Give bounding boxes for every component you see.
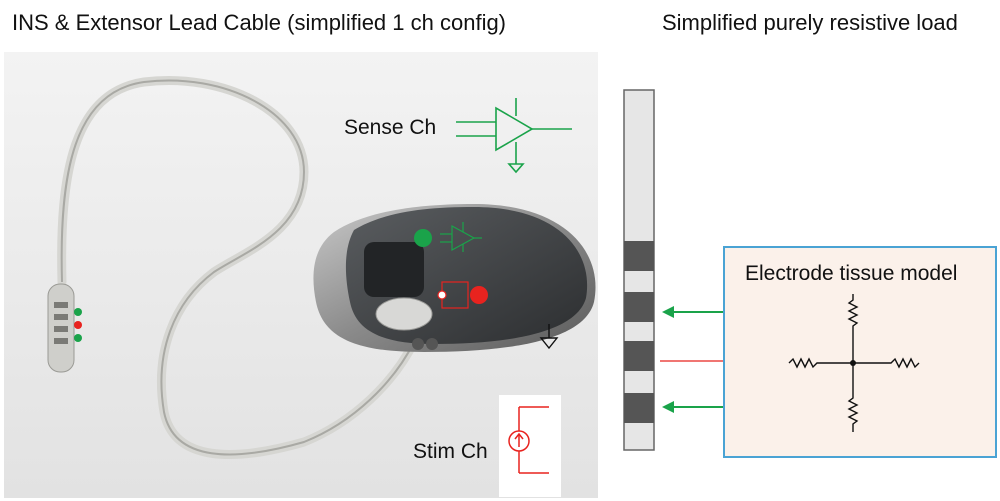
resistor-left [788,357,853,369]
resistor-right [853,357,920,369]
resistor-bottom [847,363,859,432]
stim-channel-label: Stim Ch [413,440,488,463]
lead-sense-dot-1 [74,308,82,316]
center-node [850,360,856,366]
ins-device-photo [4,52,598,498]
ground-symbol [539,324,559,350]
electrode-contact-4 [624,393,654,423]
electrode-contact-3 [624,341,654,371]
device-stim-dot [437,281,488,309]
lead-sense-dot-2 [74,334,82,342]
resistor-network [788,294,920,432]
device-sense-dot [414,222,482,252]
connector-header [375,297,433,331]
left-title: INS & Extensor Lead Cable (simplified 1 … [12,10,507,35]
stim-current-source-symbol [499,395,561,497]
lead-stim-dot [74,321,82,329]
right-title: Simplified purely resistive load [662,10,958,35]
sense-channel-label: Sense Ch [344,116,437,139]
sense-amplifier-symbol [456,98,572,174]
electrode-contact-2 [624,292,654,322]
electrode-tissue-model-box: Electrode tissue model [723,246,997,458]
electrode-contact-1 [624,241,654,271]
resistor-top [847,294,859,363]
tissue-model-title: Electrode tissue model [745,262,958,285]
